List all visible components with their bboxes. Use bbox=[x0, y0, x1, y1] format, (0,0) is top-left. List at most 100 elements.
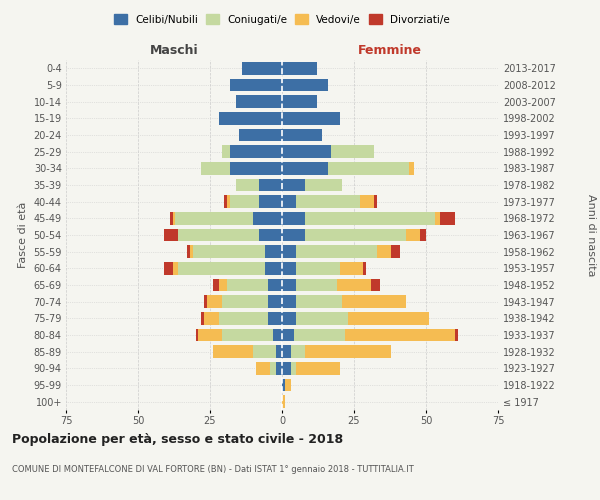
Text: Popolazione per età, sesso e stato civile - 2018: Popolazione per età, sesso e stato civil… bbox=[12, 432, 343, 446]
Bar bbox=[178, 262, 265, 274]
Bar bbox=[296, 312, 348, 324]
Bar bbox=[282, 146, 331, 158]
Bar bbox=[173, 262, 178, 274]
Bar bbox=[230, 79, 282, 92]
Bar bbox=[230, 196, 259, 208]
Bar bbox=[348, 312, 429, 324]
Bar bbox=[221, 146, 230, 158]
Bar bbox=[377, 246, 391, 258]
Legend: Celibi/Nubili, Coniugati/e, Vedovi/e, Divorziati/e: Celibi/Nubili, Coniugati/e, Vedovi/e, Di… bbox=[110, 10, 454, 29]
Bar bbox=[196, 329, 199, 341]
Bar bbox=[221, 329, 274, 341]
Text: Maschi: Maschi bbox=[149, 44, 199, 57]
Bar bbox=[213, 279, 218, 291]
Bar bbox=[282, 62, 317, 74]
Y-axis label: Fasce di età: Fasce di età bbox=[18, 202, 28, 268]
Bar bbox=[406, 229, 420, 241]
Bar bbox=[282, 396, 285, 408]
Bar bbox=[242, 62, 282, 74]
Bar bbox=[340, 262, 362, 274]
Bar bbox=[218, 279, 227, 291]
Bar bbox=[207, 296, 221, 308]
Bar bbox=[371, 279, 380, 291]
Bar bbox=[305, 212, 434, 224]
Bar bbox=[282, 162, 328, 174]
Bar bbox=[282, 362, 290, 374]
Bar bbox=[360, 196, 374, 208]
Bar bbox=[296, 279, 337, 291]
Bar bbox=[391, 246, 400, 258]
Bar bbox=[409, 162, 415, 174]
Bar bbox=[268, 279, 282, 291]
Bar bbox=[290, 362, 296, 374]
Bar bbox=[265, 262, 282, 274]
Bar bbox=[256, 362, 271, 374]
Bar bbox=[224, 196, 227, 208]
Bar bbox=[218, 112, 282, 124]
Bar bbox=[199, 329, 221, 341]
Bar bbox=[282, 262, 296, 274]
Bar bbox=[175, 212, 253, 224]
Bar bbox=[282, 329, 293, 341]
Bar bbox=[178, 229, 259, 241]
Bar bbox=[190, 246, 193, 258]
Bar bbox=[282, 246, 296, 258]
Bar bbox=[296, 262, 340, 274]
Bar bbox=[282, 312, 296, 324]
Bar bbox=[236, 96, 282, 108]
Bar bbox=[253, 346, 276, 358]
Bar bbox=[227, 196, 230, 208]
Bar bbox=[259, 196, 282, 208]
Bar bbox=[271, 362, 276, 374]
Bar bbox=[274, 329, 282, 341]
Bar bbox=[305, 346, 391, 358]
Bar bbox=[218, 312, 268, 324]
Bar bbox=[346, 329, 455, 341]
Bar bbox=[343, 296, 406, 308]
Bar bbox=[282, 129, 322, 141]
Bar bbox=[296, 196, 360, 208]
Bar bbox=[268, 296, 282, 308]
Bar bbox=[276, 346, 282, 358]
Bar bbox=[202, 312, 204, 324]
Bar bbox=[282, 346, 290, 358]
Bar bbox=[239, 129, 282, 141]
Bar bbox=[282, 296, 296, 308]
Bar bbox=[285, 379, 290, 391]
Bar bbox=[230, 146, 282, 158]
Bar bbox=[204, 312, 218, 324]
Bar bbox=[374, 196, 377, 208]
Bar bbox=[282, 179, 305, 192]
Bar bbox=[305, 179, 343, 192]
Bar bbox=[187, 246, 190, 258]
Bar bbox=[230, 162, 282, 174]
Bar bbox=[202, 162, 230, 174]
Bar bbox=[331, 146, 374, 158]
Bar bbox=[440, 212, 455, 224]
Bar bbox=[282, 96, 317, 108]
Bar bbox=[282, 229, 305, 241]
Bar bbox=[282, 79, 328, 92]
Bar bbox=[328, 162, 409, 174]
Bar bbox=[305, 229, 406, 241]
Bar bbox=[293, 329, 346, 341]
Bar bbox=[236, 179, 259, 192]
Bar bbox=[268, 312, 282, 324]
Bar bbox=[253, 212, 282, 224]
Bar bbox=[259, 229, 282, 241]
Bar bbox=[362, 262, 365, 274]
Bar bbox=[164, 229, 178, 241]
Bar bbox=[282, 112, 340, 124]
Bar bbox=[434, 212, 440, 224]
Bar bbox=[455, 329, 458, 341]
Bar bbox=[276, 362, 282, 374]
Bar bbox=[164, 262, 173, 274]
Bar bbox=[221, 296, 268, 308]
Bar bbox=[337, 279, 371, 291]
Bar bbox=[290, 346, 305, 358]
Bar bbox=[296, 296, 343, 308]
Text: COMUNE DI MONTEFALCONE DI VAL FORTORE (BN) - Dati ISTAT 1° gennaio 2018 - TUTTIT: COMUNE DI MONTEFALCONE DI VAL FORTORE (B… bbox=[12, 466, 414, 474]
Bar bbox=[282, 196, 296, 208]
Bar bbox=[420, 229, 426, 241]
Bar bbox=[296, 362, 340, 374]
